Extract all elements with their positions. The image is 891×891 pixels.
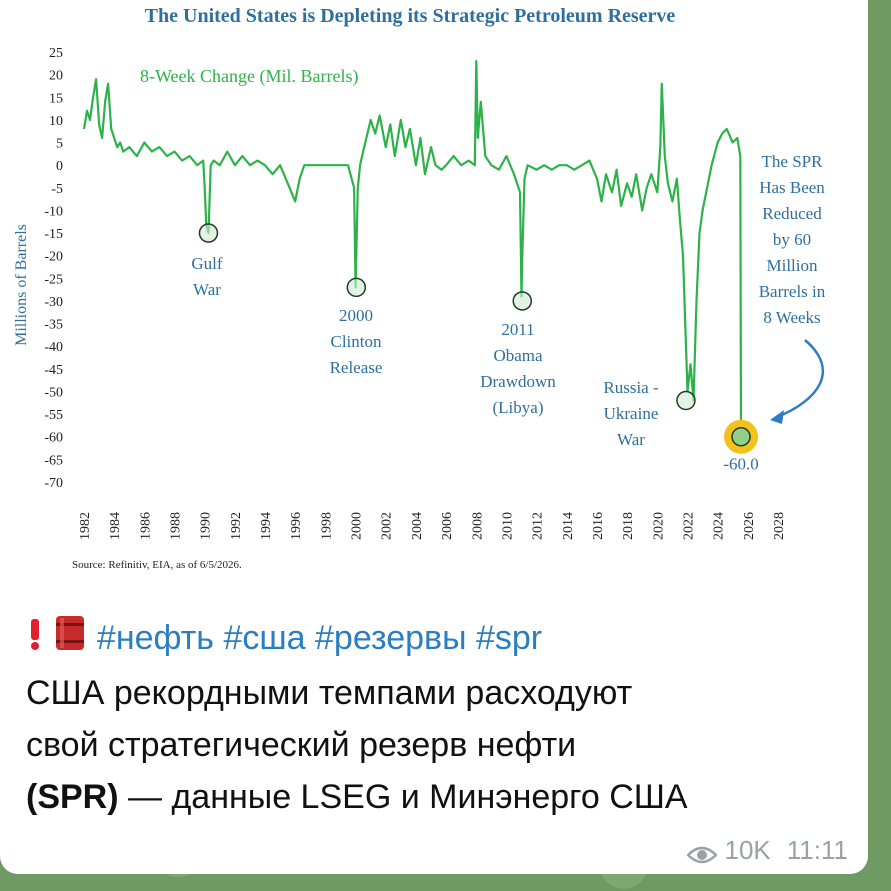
- x-tick-label: 2024: [712, 512, 727, 540]
- event-marker: [198, 223, 219, 243]
- annotation-spr-reduced: 8 Weeks: [763, 308, 820, 327]
- x-tick-label: 2008: [470, 512, 485, 540]
- annotation-spr-reduced: Has Been: [759, 178, 825, 197]
- y-tick-label: -65: [44, 453, 63, 468]
- series-line: [82, 60, 743, 437]
- y-tick-label: 10: [49, 114, 63, 129]
- text-line-3: (SPR) — данные LSEG и Минэнерго США: [26, 771, 856, 823]
- view-count: 10K: [724, 835, 771, 865]
- event-markers: -60.0: [198, 223, 759, 474]
- spr-bold: (SPR): [26, 777, 119, 816]
- message-time: 11:11: [786, 835, 848, 865]
- source-note: Source: Refinitiv, EIA, as of 6/5/2026.: [72, 559, 242, 571]
- y-tick-label: -50: [44, 385, 63, 400]
- annotation-clinton-release: Release: [330, 358, 383, 377]
- text-line-1: США рекордными темпами расходуют: [26, 673, 633, 712]
- x-tick-label: 2022: [681, 512, 696, 540]
- annotation-spr-reduced: Million: [766, 256, 818, 275]
- y-tick-label: -15: [44, 227, 63, 242]
- y-tick-label: 5: [56, 137, 63, 152]
- hashtags[interactable]: #нефть #сша #резервы #spr: [96, 619, 543, 657]
- annotation-obama-drawdown: Drawdown: [480, 372, 556, 391]
- series-label: 8-Week Change (Mil. Barrels): [140, 66, 358, 87]
- y-tick-label: -35: [44, 318, 63, 333]
- exclamation-icon: [26, 614, 44, 666]
- annotation-spr-reduced: The SPR: [762, 152, 824, 171]
- x-tick-label: 2014: [561, 512, 576, 540]
- y-tick-label: 15: [49, 91, 63, 106]
- annotation-obama-drawdown: (Libya): [493, 398, 544, 417]
- event-marker: [676, 390, 696, 411]
- annotation-clinton-release: Clinton: [330, 332, 382, 351]
- x-tick-label: 2006: [440, 512, 455, 540]
- y-tick-label: -45: [44, 363, 63, 378]
- arrow-line: [774, 339, 825, 420]
- x-tick-label: 2028: [772, 512, 787, 540]
- x-tick-label: 2018: [621, 512, 636, 540]
- text-line-3-rest: — данные LSEG и Минэнерго США: [118, 777, 688, 816]
- y-tick-label: -60: [44, 431, 63, 446]
- chart-image[interactable]: The United States is Depleting its Strat…: [0, 0, 868, 600]
- x-tick-label: 2020: [651, 512, 666, 540]
- annotation-russia-ukraine: Russia -: [603, 378, 659, 397]
- x-tick-label: 1986: [138, 512, 153, 540]
- annotation-obama-drawdown: 2011: [501, 320, 534, 339]
- annotation-spr-reduced: Reduced: [762, 204, 822, 223]
- y-tick-label: -40: [44, 340, 63, 355]
- y-tick-label: -30: [44, 295, 63, 310]
- annotation-spr-reduced: Barrels in: [759, 282, 826, 301]
- x-tick-label: 1990: [199, 512, 214, 540]
- x-tick-label: 2026: [742, 512, 757, 540]
- eye-icon: [685, 841, 718, 863]
- x-tick-label: 1982: [78, 512, 93, 540]
- x-tick-label: 1994: [259, 512, 274, 540]
- oil-barrel-icon: [53, 614, 87, 667]
- y-tick-label: -10: [44, 204, 63, 219]
- annotation-russia-ukraine: War: [617, 430, 645, 449]
- x-tick-label: 2000: [350, 512, 365, 540]
- y-tick-label: 20: [49, 69, 63, 84]
- spr-chart: The United States is Depleting its Strat…: [13, 5, 826, 571]
- x-tick-label: 1996: [289, 512, 304, 540]
- chart-title: The United States is Depleting its Strat…: [145, 5, 676, 27]
- hashtags-line: #нефть #сша #резервы #spr: [26, 612, 856, 667]
- y-tick-label: 0: [56, 159, 63, 174]
- annotations: Gulf War 2000 Clinton Release 2011 Obama Drawdo…: [191, 152, 825, 449]
- annotation-gulf-war: War: [193, 280, 221, 299]
- annotation-russia-ukraine: Ukraine: [604, 404, 659, 423]
- x-tick-label: 1988: [169, 512, 184, 540]
- message-bubble[interactable]: The United States is Depleting its Strat…: [0, 0, 868, 874]
- x-tick-label: 2010: [500, 512, 515, 540]
- y-tick-label: -25: [44, 272, 63, 287]
- y-axis-label: Millions of Barrels: [13, 224, 30, 346]
- annotation-clinton-release: 2000: [339, 306, 373, 325]
- x-tick-label: 1992: [229, 512, 244, 540]
- y-tick-label: -5: [51, 182, 63, 197]
- x-tick-label: 2002: [380, 512, 395, 540]
- event-marker: [512, 291, 533, 311]
- y-tick-label: -20: [44, 250, 63, 265]
- event-marker: [346, 277, 367, 298]
- x-tick-label: 2016: [591, 512, 606, 540]
- message-text: #нефть #сша #резервы #spr США рекордными…: [26, 612, 856, 823]
- y-tick-label: 25: [49, 46, 63, 61]
- x-tick-label: 1998: [319, 512, 334, 540]
- x-tick-label: 2012: [531, 512, 546, 540]
- message-meta: 10K 11:11: [685, 835, 848, 866]
- y-ticks: 25 20 15 10 5 0 -5 -10 -15 -20 -25 -30 -35 -40 -45 -50 -…: [44, 46, 63, 491]
- x-tick-label: 1984: [108, 512, 123, 540]
- annotation-obama-drawdown: Obama: [493, 346, 543, 365]
- y-tick-label: -55: [44, 408, 63, 423]
- highlight-marker: [731, 426, 751, 447]
- annotation-spr-reduced: by 60: [773, 230, 811, 249]
- annotation-gulf-war: Gulf: [191, 254, 223, 273]
- text-line-2: свой стратегический резерв нефти: [26, 725, 577, 764]
- arrow-head: [770, 410, 784, 424]
- y-tick-label: -70: [44, 476, 63, 491]
- x-tick-label: 2004: [410, 512, 425, 540]
- x-ticks: 1982 1984 1986 1988 1990 1992 1994 1996 1998 2000…: [78, 512, 787, 540]
- highlight-label: -60.0: [723, 455, 758, 474]
